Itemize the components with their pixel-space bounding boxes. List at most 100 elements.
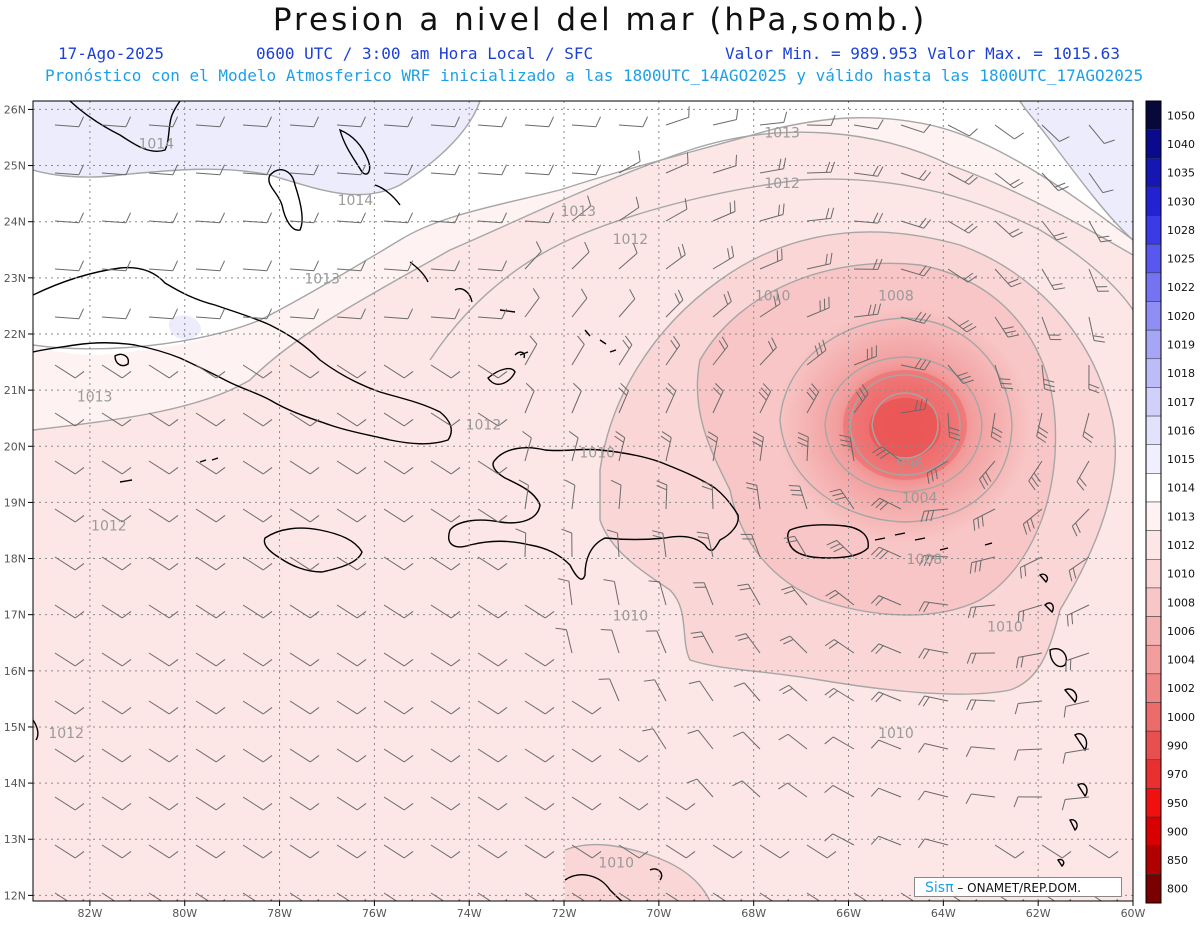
wind-barb-flag (313, 308, 320, 319)
bahamas-abaco-island (338, 128, 371, 175)
wind-barb-staff (54, 748, 76, 763)
wind-barb-flag (501, 308, 508, 319)
wind-barb-staff (524, 604, 546, 619)
wind-barb-staff (571, 251, 590, 270)
wind-barb-staff (289, 172, 314, 176)
wind-barb-flag (1082, 435, 1093, 444)
wind-barb-flag (497, 851, 508, 859)
wind-barb-flag (313, 260, 320, 271)
colorbar-label: 1000 (1167, 711, 1195, 724)
wind-barb-staff (430, 364, 452, 379)
wind-barb-staff (148, 748, 170, 763)
wind-barb-staff (430, 220, 455, 224)
wind-barb-staff (477, 460, 499, 475)
wind-barb-staff (242, 652, 264, 667)
wind-barb-staff (289, 268, 314, 272)
wind-barb-staff (101, 796, 123, 811)
wind-barb-flag (969, 128, 978, 137)
wind-barb-flag (215, 515, 226, 523)
wind-barb-flag (1007, 334, 1019, 338)
wind-barb-flag (600, 628, 612, 631)
wind-barb-flag (172, 260, 179, 271)
wind-barb-flag (783, 639, 794, 645)
wind-barb-flag (1100, 239, 1112, 243)
wind-barb-staff (289, 652, 311, 667)
wind-barb-staff (148, 172, 173, 176)
wind-barb-flag (673, 335, 681, 346)
wind-barb-staff (665, 299, 684, 318)
wind-barb-flag (125, 260, 132, 271)
wind-barb-flag (656, 480, 668, 486)
wind-barb-flag (830, 161, 836, 173)
wind-barb-flag (1026, 520, 1031, 532)
wind-barb-flag (973, 519, 976, 531)
wind-barb-flag (454, 164, 461, 175)
model-info: Pronóstico con el Modelo Atmosferico WRF… (45, 66, 1144, 85)
wind-barb-flag (879, 550, 889, 560)
colorbar-label: 1002 (1167, 682, 1195, 695)
wind-barb-staff (799, 485, 808, 510)
wind-barb-staff (806, 844, 828, 859)
wind-barb-staff (947, 124, 970, 137)
wind-barb-staff (195, 124, 220, 128)
wind-barb-flag (875, 693, 884, 703)
wind-barb-flag (875, 500, 885, 509)
contour-label: 1010 (987, 620, 1023, 636)
wind-barb-flag (584, 241, 590, 253)
wind-barb-flag (1092, 335, 1104, 338)
wind-barb-flag (1020, 656, 1024, 668)
wind-barb-staff (54, 412, 76, 427)
wind-barb-flag (737, 636, 749, 641)
wind-barb-staff (611, 629, 620, 654)
bahamas-eleuthera-island (374, 184, 429, 283)
wind-barb-flag (1028, 480, 1036, 491)
wind-barb-flag (964, 223, 974, 232)
wind-barb-flag (727, 248, 730, 260)
lesser-antilles (1038, 573, 1088, 868)
wind-barb-flag (544, 707, 555, 715)
wind-barb-flag (735, 633, 747, 637)
wind-barb-flag (172, 164, 179, 175)
wind-barb-staff (900, 172, 924, 181)
wind-barb-staff (430, 124, 455, 128)
wind-barb-staff (947, 268, 969, 283)
lon-label: 70W (646, 907, 671, 920)
wind-barb-flag (555, 627, 567, 631)
wind-barb-flag (966, 325, 977, 333)
wind-barb-flag (926, 472, 930, 484)
guatemala-honduras-coast (33, 719, 39, 741)
wind-barb-staff (1041, 844, 1063, 859)
wind-barb-staff (703, 582, 714, 606)
lat-lon-grid (33, 101, 1133, 901)
wind-barb-staff (242, 172, 267, 176)
wind-barb-flag (78, 116, 85, 127)
wind-barb-flag (544, 803, 555, 811)
wind-barb-staff (926, 460, 949, 474)
wind-barb-flag (707, 435, 717, 443)
wind-barb-flag (407, 308, 414, 319)
wind-barb-flag (1024, 565, 1027, 577)
wind-barb-staff (571, 297, 588, 318)
wind-barb-staff (924, 838, 949, 846)
wind-barb-flag (948, 426, 960, 432)
turks-caicos (584, 329, 617, 353)
wind-barb-staff (430, 796, 452, 811)
wind-barb-flag (262, 707, 273, 715)
wind-barb-flag (74, 851, 85, 859)
wind-barb-staff (336, 604, 358, 619)
wind-barb-flag (918, 790, 926, 801)
wind-barb-flag (824, 736, 834, 745)
wind-barb-flag (501, 116, 508, 127)
wind-barb-staff (336, 748, 358, 763)
wind-barb-flag (403, 467, 414, 475)
bahamas-islands-south (454, 288, 529, 385)
wind-barb-staff (1041, 124, 1060, 142)
wind-barb-flag (877, 166, 884, 177)
wind-barb-staff (477, 652, 499, 667)
colorbar-swatch (1145, 530, 1162, 560)
wind-barb-flag (839, 434, 851, 438)
wind-barb-staff (900, 220, 925, 229)
wind-barb-staff (947, 412, 950, 437)
wind-barb-staff (289, 460, 311, 475)
wind-barb-flag (262, 419, 273, 427)
